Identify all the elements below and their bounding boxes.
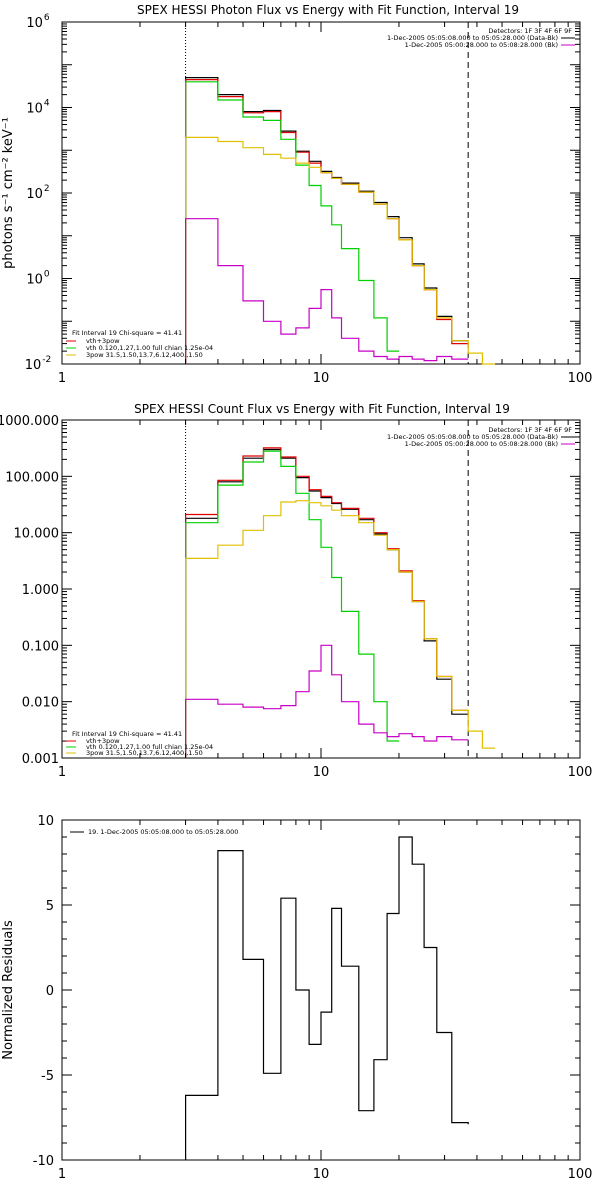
photon-series-nonthermal [185, 136, 496, 365]
residual-ytick-label: 0 [46, 984, 54, 999]
legend-entry-total: vth+3pow [86, 337, 120, 345]
count-ytick-label: 0.010 [22, 696, 59, 711]
legend-entry-bk: 1-Dec-2005 05:00:28.000 to 05:08:28.000 … [405, 41, 558, 49]
count-flux-title: SPEX HESSI Count Flux vs Energy with Fit… [134, 402, 510, 416]
photon-series-total [185, 79, 469, 364]
count-xtick-label: 100 [568, 765, 593, 780]
photon-flux-legend-top: Detectors: 1F 3F 4F 6F 9F 1-Dec-2005 05:… [387, 27, 575, 49]
count-ytick-label: 100.000 [5, 470, 59, 485]
legend-entry-nonthermal: 3pow 31.5,1.50,13.7,6.12,400.,1.50 [86, 351, 203, 359]
count-ytick-label: 1.000 [22, 583, 59, 598]
residuals-ylabel: Normalized Residuals [1, 920, 16, 1060]
residual-xtick-label: 1 [58, 1167, 66, 1182]
photon-xtick-label: 10 [313, 371, 330, 386]
legend-entry-nonthermal: 3pow 31.5,1.50,13.7,6.12,400.,1.50 [86, 749, 203, 757]
count-ytick-label: 0.001 [22, 752, 59, 767]
photon-ytick-label: 102 [26, 184, 49, 202]
legend-detectors: Detectors: 1F 3F 4F 6F 9F [488, 426, 572, 434]
count-series-background [185, 644, 469, 758]
residual-ytick-label: -10 [33, 1154, 54, 1169]
legend-detectors: Detectors: 1F 3F 4F 6F 9F [488, 27, 572, 35]
photon-flux-panel: SPEX HESSI Photon Flux vs Energy with Fi… [1, 3, 592, 386]
legend-fit-interval: Fit Interval 19 Chi-square = 41.41 [72, 329, 182, 337]
photon-xtick-label: 1 [58, 371, 66, 386]
residual-xtick-label: 10 [313, 1167, 330, 1182]
legend-fit-interval: Fit Interval 19 Chi-square = 41.41 [72, 730, 182, 738]
photon-flux-title: SPEX HESSI Photon Flux vs Energy with Fi… [137, 3, 519, 17]
legend-entry-bk: 1-Dec-2005 05:00:28.000 to 05:08:28.000 … [405, 440, 558, 448]
count-series-nonthermal [185, 500, 496, 758]
legend-entry-data: 1-Dec-2005 05:05:08.000 to 05:05:28.000 … [387, 433, 558, 441]
photon-flux-legend-bottom: Fit Interval 19 Chi-square = 41.41 vth+3… [66, 329, 213, 359]
count-flux-plot-frame [61, 419, 581, 759]
photon-series-background [185, 218, 469, 364]
count-ytick-label: 1000.000 [0, 414, 59, 429]
count-ytick-label: 0.100 [22, 639, 59, 654]
count-ytick-label: 10.000 [14, 527, 60, 542]
residual-ytick-label: -5 [41, 1069, 54, 1084]
count-flux-legend-bottom: Fit Interval 19 Chi-square = 41.41 vth+3… [66, 730, 213, 757]
residuals-legend-entry: 19. 1-Dec-2005 05:05:08.000 to 05:05:28.… [88, 828, 238, 836]
residual-ytick-label: 5 [46, 899, 54, 914]
photon-xtick-label: 100 [568, 371, 593, 386]
residual-series-residual [185, 836, 469, 1160]
photon-flux-ylabel: photons s⁻¹ cm⁻² keV⁻¹ [1, 117, 16, 269]
legend-entry-thermal: vth 0.120,1.27,1.00 full chian 1.25e-04 [86, 743, 213, 751]
residuals-plot-frame [61, 819, 581, 1161]
photon-series-data [185, 77, 469, 364]
legend-entry-data: 1-Dec-2005 05:05:08.000 to 05:05:28.000 … [387, 34, 558, 42]
photon-ytick-label: 104 [26, 99, 50, 117]
count-series-thermal [185, 450, 399, 758]
legend-entry-total: vth+3pow [86, 737, 120, 745]
legend-entry-thermal: vth 0.120,1.27,1.00 full chian 1.25e-04 [86, 344, 213, 352]
photon-ytick-label: 10-2 [25, 355, 52, 373]
residuals-panel: 1 10 100 -10 -5 0 5 10 Normalized Residuals 19.… [1, 814, 592, 1182]
residual-ytick-label: 10 [37, 814, 54, 829]
count-flux-legend-top: Detectors: 1F 3F 4F 6F 9F 1-Dec-2005 05:… [387, 426, 575, 448]
count-series-total [185, 447, 469, 758]
photon-ytick-label: 100 [26, 270, 50, 288]
residual-xtick-label: 100 [568, 1167, 593, 1182]
count-xtick-label: 1 [58, 765, 66, 780]
count-xtick-label: 10 [313, 765, 330, 780]
count-flux-panel: SPEX HESSI Count Flux vs Energy with Fit… [0, 402, 592, 780]
count-series-data [185, 448, 469, 758]
photon-series-thermal [185, 81, 399, 364]
photon-ytick-label: 106 [26, 13, 50, 31]
